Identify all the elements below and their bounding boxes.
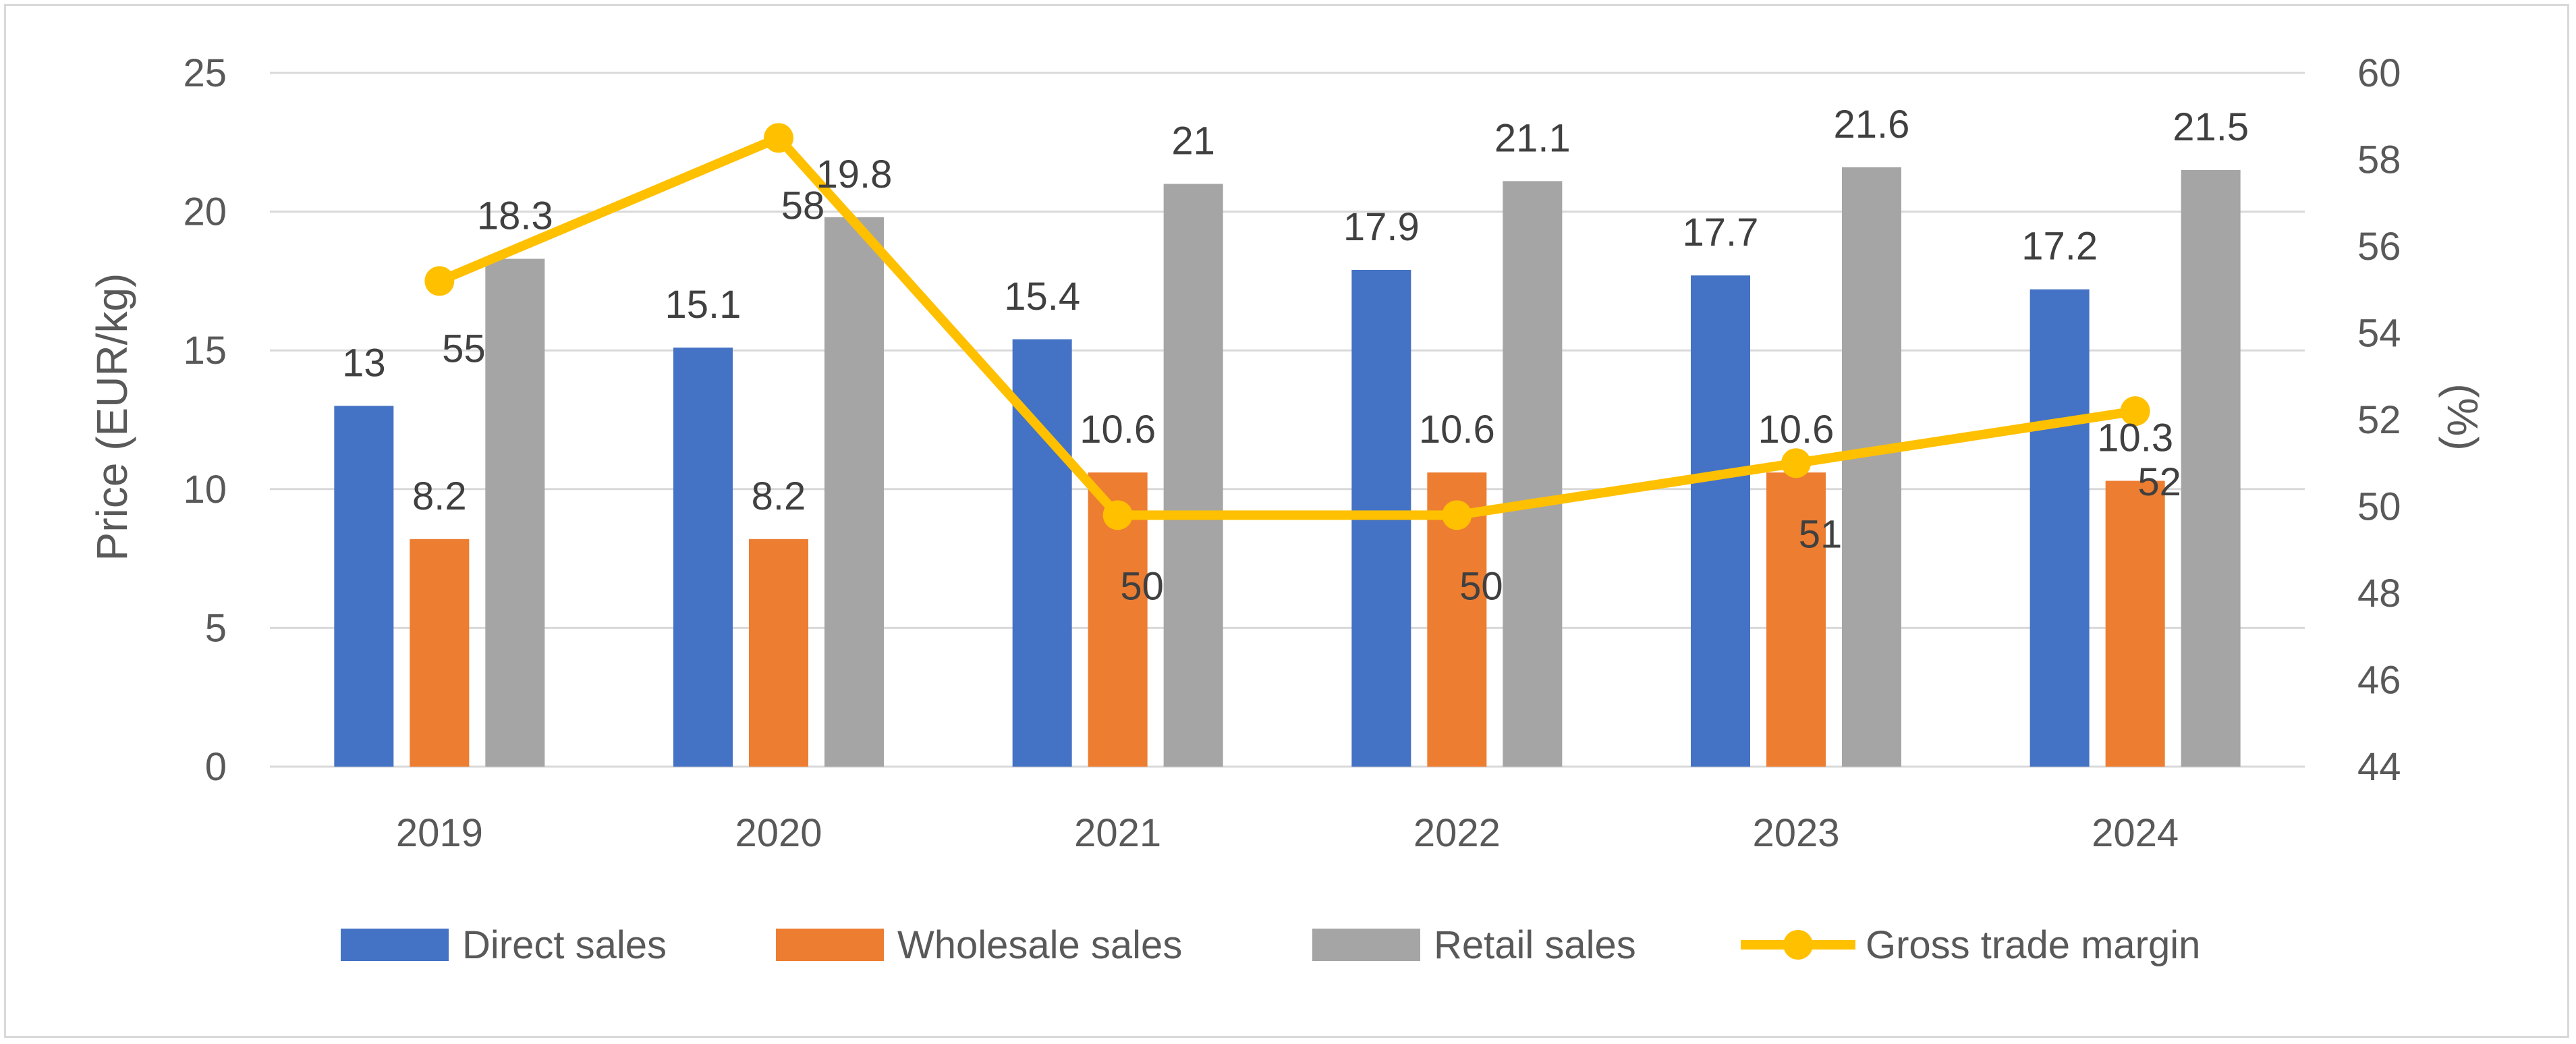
- legend-retail-sales-swatch: [1312, 929, 1420, 961]
- right-axis-tick-label: 52: [2357, 398, 2401, 442]
- bar-retail-sales: [485, 258, 545, 767]
- margin-data-label: 52: [2137, 460, 2181, 504]
- bar-data-label: 8.2: [752, 474, 806, 518]
- bar-data-label: 21.6: [1834, 103, 1910, 146]
- x-axis-tick-label: 2021: [1074, 811, 1161, 855]
- bar-data-label: 10.6: [1758, 408, 1835, 451]
- bar-direct-sales: [2029, 289, 2090, 767]
- bar-data-label: 17.9: [1343, 205, 1420, 249]
- legend-wholesale-sales-swatch: [776, 929, 884, 961]
- data-labels: 13 15.1 15.4 17.9 17.7 17.2 8.2 8.2 10.6 10.6 10.6…: [342, 103, 2249, 609]
- bar-data-label: 19.8: [816, 153, 893, 196]
- margin-point: [1781, 448, 1811, 478]
- right-axis-title: (%): [2438, 383, 2487, 451]
- bar-retail-sales: [2181, 169, 2241, 767]
- margin-data-label: 55: [442, 327, 486, 370]
- left-axis-tick-label: 15: [183, 329, 227, 373]
- bar-data-label: 8.2: [412, 474, 467, 518]
- x-axis-tick-label: 2020: [735, 811, 822, 855]
- bar-data-label: 17.2: [2021, 225, 2098, 269]
- legend-direct-sales-swatch: [341, 929, 449, 961]
- bar-retail-sales: [1842, 167, 1901, 767]
- right-axis-tick-label: 50: [2357, 485, 2401, 529]
- gridlines: [270, 72, 2305, 768]
- left-axis-title: Price (EUR/kg): [88, 273, 136, 561]
- bar-data-label: 17.7: [1683, 211, 1759, 254]
- margin-point: [2120, 396, 2150, 427]
- right-axis-tick-label: 56: [2357, 225, 2401, 269]
- margin-point: [1442, 500, 1472, 530]
- margin-data-label: 58: [781, 184, 825, 227]
- left-axis-tick-label: 25: [183, 51, 227, 95]
- margin-data-label: 51: [1799, 512, 1843, 556]
- bar-data-label: 21: [1171, 119, 1215, 163]
- bar-direct-sales: [1691, 275, 1750, 767]
- bar-data-label: 10.3: [2097, 416, 2173, 460]
- bar-data-label: 15.1: [665, 283, 741, 327]
- margin-line-series: [424, 123, 2150, 530]
- x-axis-tick-label: 2024: [2092, 811, 2179, 855]
- margin-point: [1102, 500, 1133, 530]
- bar-data-label: 21.1: [1494, 116, 1571, 160]
- bar-retail-sales: [824, 217, 884, 767]
- left-axis-tick-label: 0: [205, 745, 227, 789]
- bar-data-label: 10.6: [1419, 408, 1495, 451]
- bar-wholesale-sales: [1766, 472, 1826, 767]
- bar-data-label: 18.3: [477, 194, 553, 238]
- bar-wholesale-sales: [749, 539, 808, 767]
- right-axis-ticks: 44 46 48 50 52 54 56 58 60: [2357, 51, 2401, 789]
- legend-wholesale-sales-label: Wholesale sales: [897, 923, 1182, 967]
- x-axis-tick-label: 2023: [1752, 811, 1839, 855]
- bar-data-label: 13: [342, 341, 386, 385]
- margin-data-label: 50: [1459, 564, 1503, 608]
- right-axis-tick-label: 54: [2357, 312, 2401, 356]
- bar-wholesale-sales: [410, 539, 470, 767]
- right-axis-tick-label: 48: [2357, 572, 2401, 615]
- bar-retail-sales: [1503, 181, 1563, 767]
- margin-data-label: 50: [1120, 564, 1164, 608]
- legend-gross-trade-margin-swatch-marker: [1783, 930, 1813, 960]
- margin-point: [764, 123, 793, 153]
- legend: Direct sales Wholesale sales Retail sales G…: [341, 923, 2200, 967]
- legend-direct-sales-label: Direct sales: [462, 923, 667, 967]
- left-axis-tick-label: 10: [183, 468, 227, 512]
- bar-direct-sales: [673, 348, 733, 767]
- bar-retail-sales: [1163, 184, 1223, 767]
- legend-gross-trade-margin-label: Gross trade margin: [1866, 923, 2200, 967]
- bar-wholesale-sales: [2105, 480, 2165, 767]
- right-axis-tick-label: 60: [2357, 51, 2401, 95]
- legend-retail-sales-label: Retail sales: [1434, 923, 1636, 967]
- bar-series: [334, 167, 2241, 767]
- left-axis-tick-label: 20: [183, 190, 227, 234]
- bar-data-label: 21.5: [2173, 105, 2249, 149]
- x-axis-ticks: 2019 2020 2021 2022 2023 2024: [396, 811, 2179, 855]
- margin-line: [437, 133, 2136, 520]
- left-axis-tick-label: 5: [205, 606, 227, 650]
- right-axis-tick-label: 46: [2357, 659, 2401, 703]
- bar-data-label: 15.4: [1004, 275, 1080, 319]
- margin-point: [424, 266, 455, 296]
- bar-data-label: 10.6: [1080, 408, 1156, 451]
- right-axis-tick-label: 58: [2357, 138, 2401, 182]
- left-axis-ticks: 0 5 10 15 20 25: [183, 51, 227, 789]
- x-axis-tick-label: 2022: [1413, 811, 1501, 855]
- x-axis-tick-label: 2019: [396, 811, 483, 855]
- bar-direct-sales: [334, 406, 394, 767]
- right-axis-tick-label: 44: [2357, 745, 2401, 789]
